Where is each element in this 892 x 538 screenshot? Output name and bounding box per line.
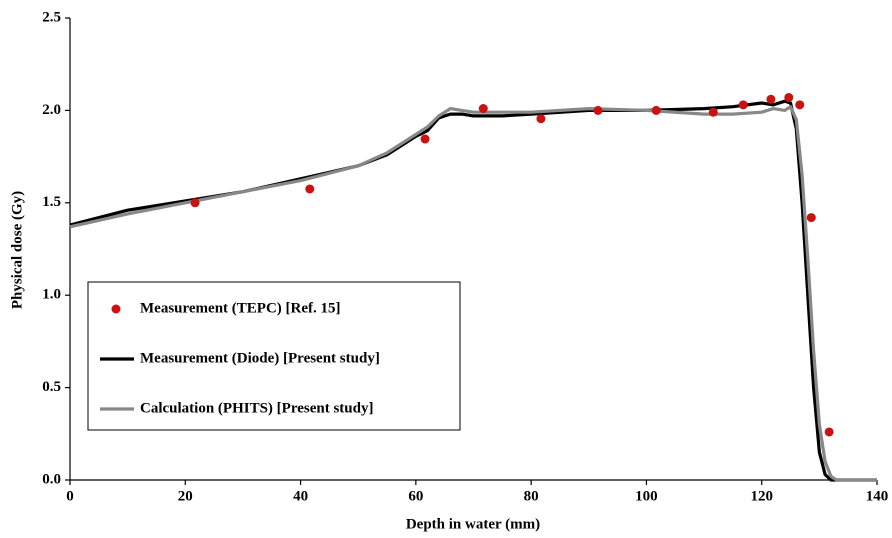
data-point — [190, 198, 200, 208]
y-tick-label: 0.5 — [42, 379, 61, 395]
data-point — [738, 100, 748, 110]
x-tick-label: 60 — [408, 488, 423, 504]
legend-label: Measurement (Diode) [Present study] — [140, 350, 380, 366]
data-point — [651, 105, 661, 115]
data-line — [69, 105, 877, 482]
x-tick-label: 0 — [66, 488, 74, 504]
data-point — [824, 427, 834, 437]
y-tick-label: 0.0 — [42, 471, 61, 487]
y-tick-label: 2.0 — [42, 102, 61, 118]
y-axis-label: Physical dose (Gy) — [9, 191, 25, 309]
data-point — [478, 104, 488, 114]
x-tick-label: 20 — [178, 488, 193, 504]
x-tick-label: 120 — [750, 488, 773, 504]
data-point — [420, 134, 430, 144]
legend-label: Measurement (TEPC) [Ref. 15] — [140, 300, 341, 316]
legend-label: Calculation (PHITS) [Present study] — [140, 400, 373, 416]
data-point — [766, 94, 776, 104]
data-point — [536, 114, 546, 124]
data-point — [806, 213, 816, 223]
y-tick-label: 2.5 — [42, 9, 61, 25]
x-tick-label: 100 — [635, 488, 658, 504]
data-point — [784, 92, 794, 102]
y-tick-label: 1.0 — [42, 287, 61, 303]
legend-marker — [111, 304, 121, 314]
data-point — [593, 105, 603, 115]
data-point — [708, 107, 718, 117]
y-tick-label: 1.5 — [42, 194, 61, 210]
x-tick-label: 40 — [293, 488, 308, 504]
x-tick-label: 140 — [866, 488, 889, 504]
x-axis-label: Depth in water (mm) — [406, 516, 540, 532]
x-tick-label: 80 — [524, 488, 539, 504]
legend-box — [87, 281, 461, 431]
data-point — [795, 100, 805, 110]
data-point — [305, 184, 315, 194]
